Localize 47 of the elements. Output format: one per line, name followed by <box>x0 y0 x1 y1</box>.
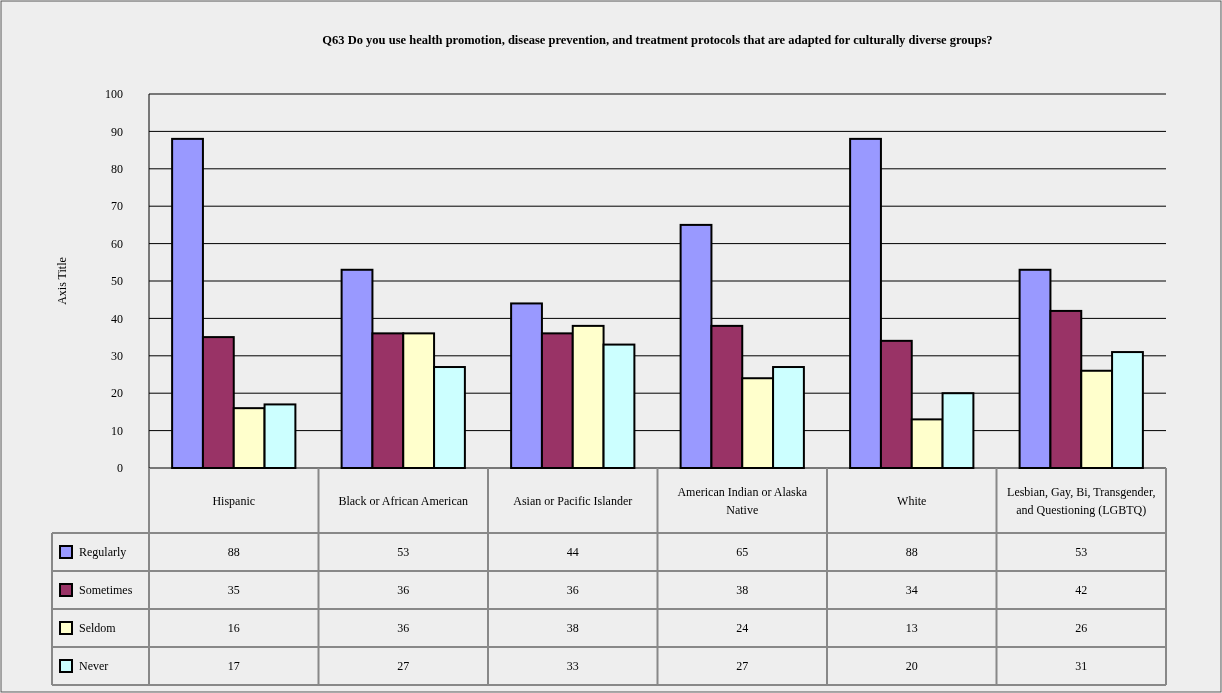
data-label: 27 <box>736 659 749 674</box>
legend-label: Sometimes <box>79 583 133 598</box>
x-tick-label: Asian or Pacific Islander <box>513 493 633 508</box>
data-label: 65 <box>736 545 749 560</box>
y-tick-label: 50 <box>111 274 123 289</box>
data-label: 16 <box>227 621 240 636</box>
data-label: 36 <box>397 621 410 636</box>
y-tick-label: 100 <box>105 87 123 102</box>
data-label: 53 <box>397 545 410 560</box>
y-tick-label: 20 <box>111 386 123 401</box>
y-tick-label: 10 <box>111 423 123 438</box>
x-tick-label: Black or African American <box>338 493 469 508</box>
x-tick-label: Hispanic <box>212 493 256 508</box>
y-tick-label: 60 <box>111 236 123 251</box>
y-tick-label: 30 <box>111 349 123 363</box>
data-label: 20 <box>905 659 918 674</box>
data-label: 35 <box>227 583 240 598</box>
data-label: 34 <box>905 583 918 598</box>
data-label: 27 <box>397 659 410 674</box>
chart-title: Q63 Do you use health promotion, disease prevention, and treatment protocols that are adapted for culturally diverse groups? <box>322 33 993 47</box>
data-label: 38 <box>736 583 749 598</box>
x-tick-label: Lesbian, Gay, Bi, Transgender, and Questioning (LGBTQ) <box>1007 484 1156 517</box>
y-tick-label: 90 <box>111 124 123 139</box>
y-tick-label: 80 <box>111 162 123 176</box>
data-label: 42 <box>1075 583 1088 598</box>
y-axis-title: Axis Title <box>55 257 69 305</box>
data-label: 44 <box>566 545 579 560</box>
legend-label: Regularly <box>79 545 127 560</box>
legend-label: Seldom <box>79 621 117 636</box>
data-label: 26 <box>1075 621 1088 636</box>
data-label: 38 <box>566 621 579 636</box>
y-tick-label: 0 <box>117 461 123 476</box>
x-tick-label: White <box>897 493 927 508</box>
data-label: 17 <box>227 659 240 674</box>
data-label: 36 <box>397 583 410 598</box>
data-label: 36 <box>566 583 579 598</box>
data-label: 13 <box>905 621 918 636</box>
y-tick-label: 70 <box>111 199 123 214</box>
x-tick-label: American Indian or Alaska Native <box>677 484 808 517</box>
data-label: 31 <box>1075 659 1088 674</box>
data-label: 33 <box>566 659 579 674</box>
data-label: 88 <box>227 545 240 560</box>
y-tick-label: 40 <box>111 311 123 326</box>
legend-label: Never <box>79 659 109 674</box>
data-label: 88 <box>905 545 918 560</box>
data-label: 24 <box>736 621 749 636</box>
data-label: 53 <box>1075 545 1088 560</box>
